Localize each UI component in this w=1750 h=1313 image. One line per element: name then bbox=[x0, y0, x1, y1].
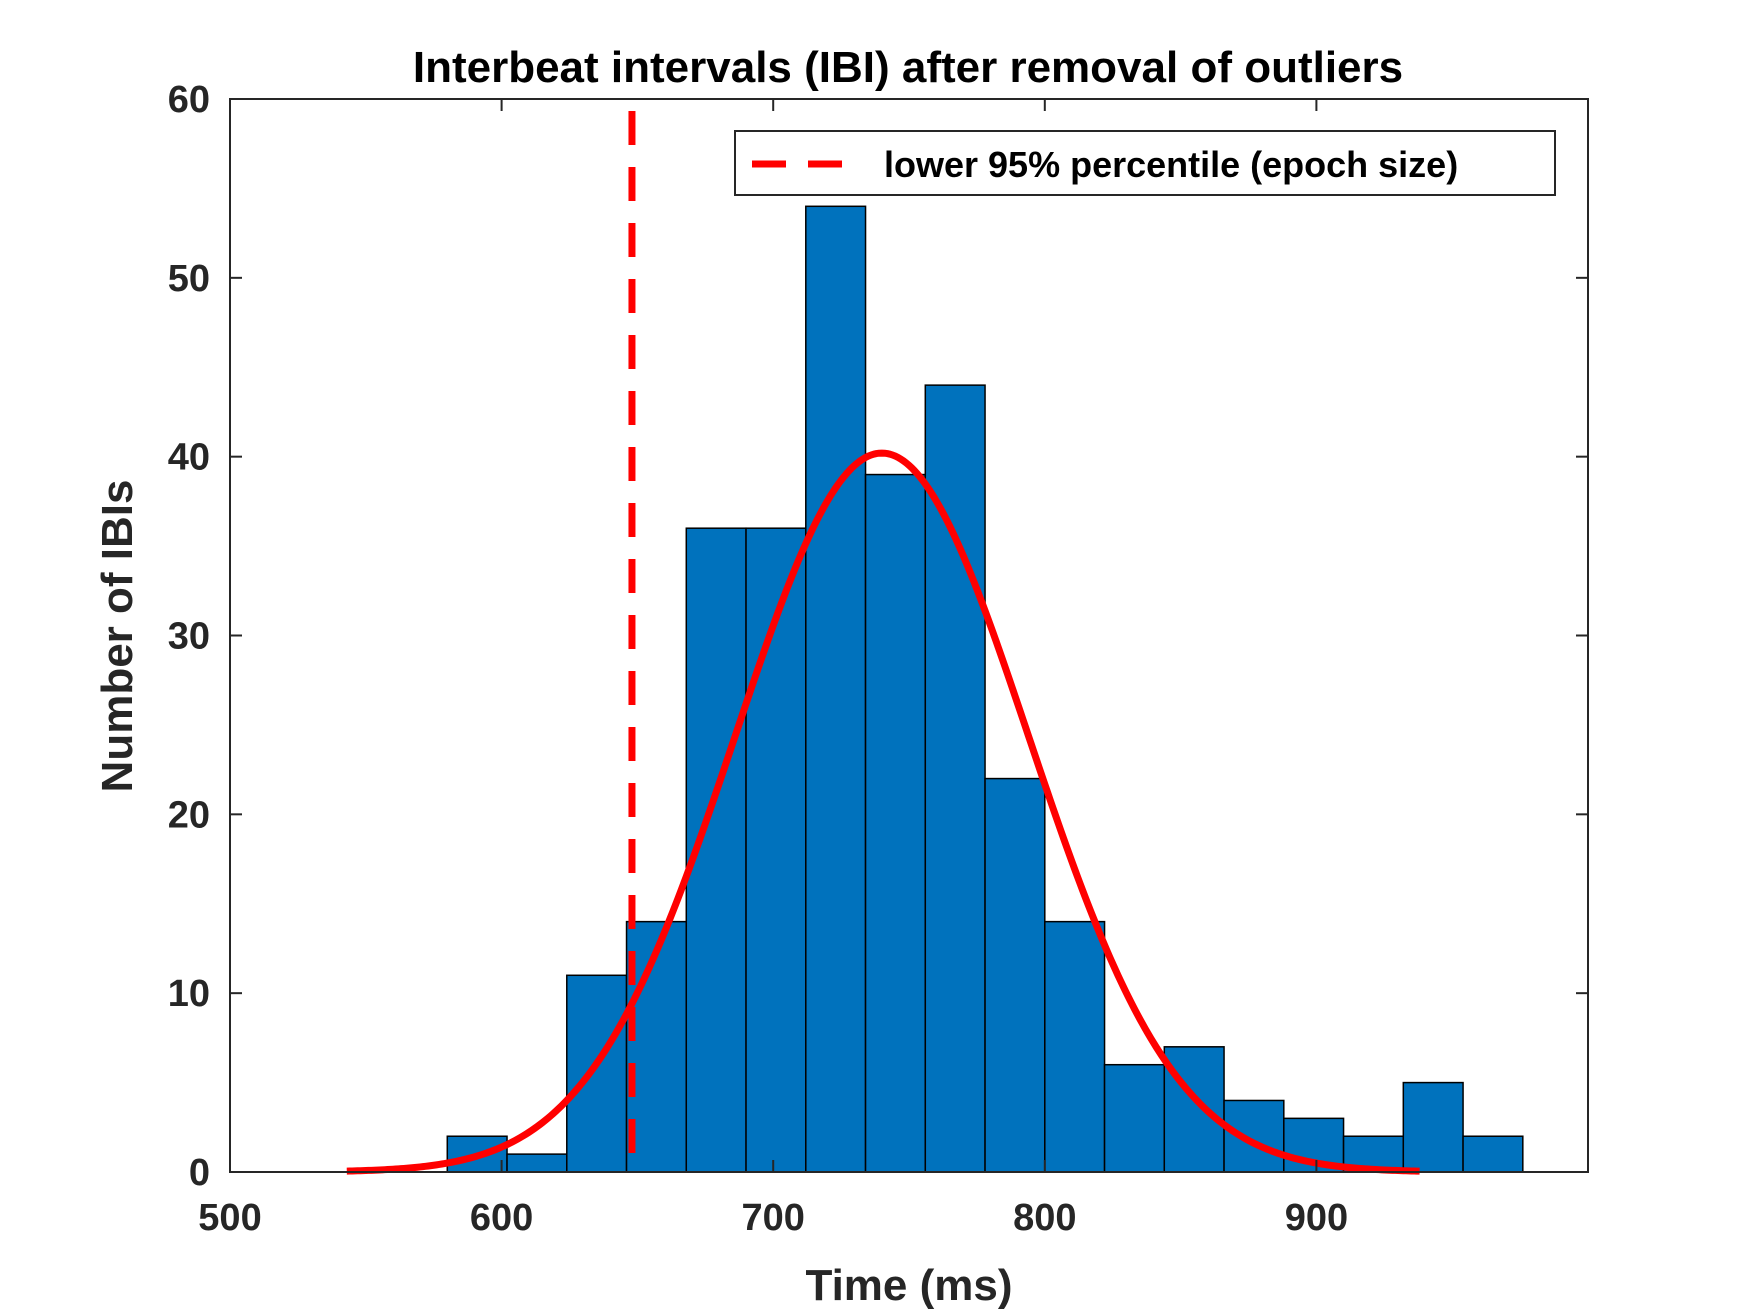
y-tick-label-0: 0 bbox=[189, 1152, 210, 1194]
histogram-bar-3 bbox=[625, 920, 688, 1173]
curve-layer bbox=[346, 449, 1421, 1175]
x-tick-labels: 500 600 700 800 900 bbox=[198, 1197, 1348, 1239]
x-tick-label-4: 900 bbox=[1285, 1197, 1348, 1239]
y-tick-label-4: 40 bbox=[168, 437, 210, 479]
histogram-bar-7 bbox=[864, 473, 927, 1173]
chart-title: Interbeat intervals (IBI) after removal … bbox=[413, 43, 1403, 92]
y-tick-labels: 0 10 20 30 40 50 60 bbox=[168, 79, 210, 1194]
histogram-bar-11 bbox=[1103, 1063, 1166, 1173]
x-tick-label-1: 600 bbox=[470, 1197, 533, 1239]
ticks-layer bbox=[229, 98, 1589, 1173]
x-tick-label-0: 500 bbox=[198, 1197, 261, 1239]
y-tick-label-3: 30 bbox=[168, 616, 210, 658]
histogram-bar-10 bbox=[1044, 920, 1106, 1173]
histogram-bar-13 bbox=[1223, 1099, 1285, 1173]
y-tick-label-1: 10 bbox=[168, 973, 210, 1015]
x-axis-label: Time (ms) bbox=[805, 1261, 1012, 1310]
x-tick-label-2: 700 bbox=[741, 1197, 804, 1239]
bars-layer bbox=[446, 205, 1524, 1173]
y-axis-label: Number of IBIs bbox=[93, 480, 142, 793]
histogram-bar-16 bbox=[1402, 1081, 1464, 1173]
histogram-bar-9 bbox=[984, 777, 1046, 1173]
histogram-bar-6 bbox=[805, 205, 867, 1173]
legend-box bbox=[734, 130, 1556, 196]
normal-fit-curve bbox=[346, 449, 1421, 1175]
histogram-bar-1 bbox=[506, 1153, 568, 1173]
legend-entry-percentile: lower 95% percentile (epoch size) bbox=[884, 144, 1458, 185]
y-tick-label-5: 50 bbox=[168, 258, 210, 300]
histogram-bar-8 bbox=[924, 384, 986, 1173]
histogram-bar-17 bbox=[1462, 1135, 1524, 1173]
y-tick-label-6: 60 bbox=[168, 79, 210, 121]
legend: lower 95% percentile (epoch size) bbox=[734, 130, 1556, 196]
histogram-bar-5 bbox=[745, 527, 807, 1173]
x-tick-label-3: 800 bbox=[1013, 1197, 1076, 1239]
histogram-bar-12 bbox=[1163, 1046, 1225, 1173]
y-tick-label-2: 20 bbox=[168, 794, 210, 836]
histogram-bar-2 bbox=[566, 974, 628, 1173]
